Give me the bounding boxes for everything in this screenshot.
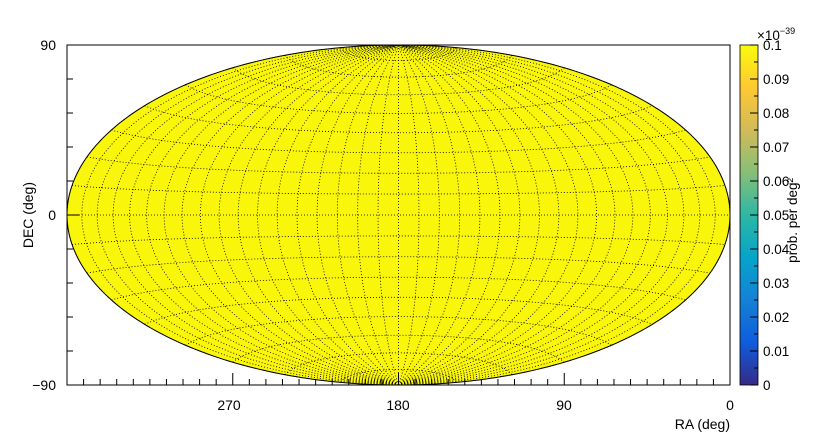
parallel-line xyxy=(340,369,457,383)
colorbar-tick-label: 0.07 xyxy=(763,140,789,155)
colorbar-tick-label: 0.05 xyxy=(763,208,789,223)
meridian-line xyxy=(398,44,481,386)
x-tick-label: 90 xyxy=(556,397,572,413)
parallel-line xyxy=(86,256,711,274)
colorbar: 0 0.01 0.02 0.03 0.04 0.05 0.06 0.07 0.08 0.09 0.1… xyxy=(739,26,800,393)
meridian-line xyxy=(398,44,701,386)
meridian-line xyxy=(316,44,399,386)
meridian-line xyxy=(146,44,399,386)
y-tick-label: 0 xyxy=(48,207,56,223)
parallel-line xyxy=(111,276,686,301)
meridian-line xyxy=(398,44,651,386)
colorbar-tick-label: 0.03 xyxy=(763,276,789,291)
y-axis-title: DEC (deg) xyxy=(20,182,36,248)
parallel-line xyxy=(72,185,725,195)
meridian-line xyxy=(398,44,616,386)
meridian-line xyxy=(336,44,399,386)
meridian-line xyxy=(398,44,521,386)
parallel-line xyxy=(284,352,513,375)
y-tick-label: 90 xyxy=(40,37,56,53)
colorbar-tick-label: 0.09 xyxy=(763,72,789,87)
x-tick-labels: 270 180 90 0 xyxy=(217,397,734,413)
meridian-line xyxy=(357,44,399,386)
colorbar-tick-label: 0.06 xyxy=(763,174,789,189)
meridian-line xyxy=(181,44,399,386)
colorbar-tick-label: 0 xyxy=(763,378,771,393)
colorbar-title: prob. per deg² xyxy=(785,178,800,263)
parallel-line xyxy=(86,156,711,174)
meridian-line xyxy=(163,44,399,386)
y-tick-label: −90 xyxy=(32,377,56,393)
y-tick-labels: 90 0 −90 xyxy=(32,37,56,393)
x-tick-label: 270 xyxy=(217,397,241,413)
x-axis-title: RA (deg) xyxy=(675,416,730,432)
x-tick-label: 0 xyxy=(726,397,734,413)
parallel-line xyxy=(144,105,653,134)
meridian-line xyxy=(112,44,399,386)
parallel-line xyxy=(144,296,653,325)
colorbar-tick-label: 0.02 xyxy=(763,310,789,325)
meridian-line xyxy=(218,44,399,386)
colorbar-exponent-power: −39 xyxy=(780,26,795,36)
meridian-line xyxy=(398,44,634,386)
parallel-line xyxy=(111,129,686,154)
colorbar-ticks: 0 0.01 0.02 0.03 0.04 0.05 0.06 0.07 0.08 0.09 0.1 xyxy=(750,38,790,393)
colorbar-tick-label: 0.01 xyxy=(763,344,789,359)
parallel-line xyxy=(185,316,612,346)
colorbar-tick-label: 0.08 xyxy=(763,106,789,121)
meridian-line xyxy=(377,44,399,386)
meridian-line xyxy=(398,44,461,386)
meridian-line xyxy=(96,44,399,386)
parallel-line xyxy=(185,84,612,114)
colorbar-tick-label: 0.1 xyxy=(763,38,782,53)
colorbar-exponent-base: ×10 xyxy=(757,28,780,43)
map-layer xyxy=(66,44,731,386)
coordinate-grid xyxy=(66,44,731,386)
axis-layer xyxy=(66,44,731,386)
x-tick-label: 180 xyxy=(386,397,410,413)
parallel-line xyxy=(284,55,513,78)
parallel-line xyxy=(340,47,457,61)
meridian-line xyxy=(276,44,399,386)
meridian-line xyxy=(398,44,685,386)
colorbar-exponent: ×10−39 xyxy=(757,26,795,43)
colorbar-tick-label: 0.04 xyxy=(763,242,790,257)
parallel-line xyxy=(72,235,725,245)
